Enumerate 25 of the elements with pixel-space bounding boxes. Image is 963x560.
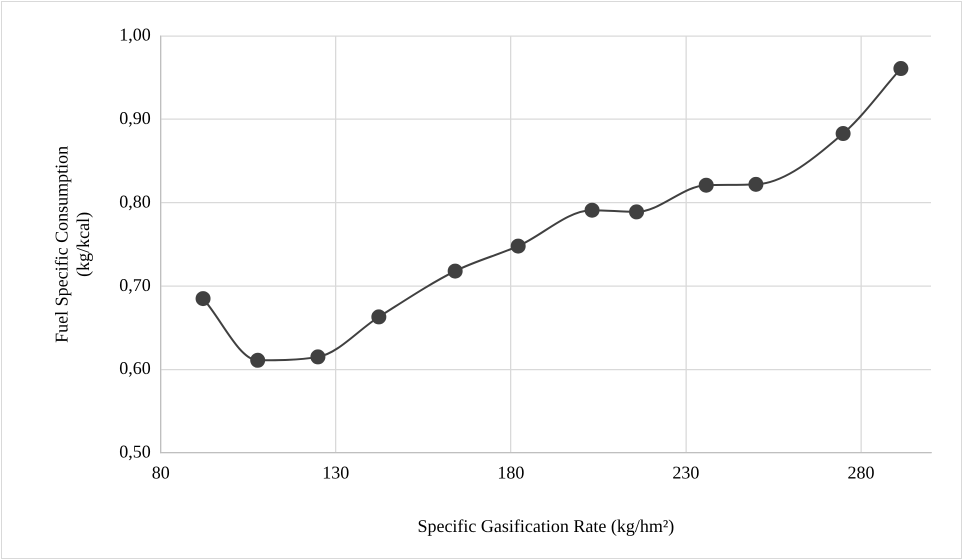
y-tick-label: 0,70 (119, 274, 151, 295)
point (510, 238, 526, 254)
point (893, 61, 908, 76)
x-tick-label: 130 (322, 462, 350, 482)
point (196, 291, 211, 306)
point (629, 204, 644, 220)
point (310, 349, 326, 364)
y-tick-label: 0,60 (119, 358, 151, 378)
x-tick-label: 80 (152, 462, 170, 482)
point (698, 178, 714, 193)
x-tick-label: 230 (672, 462, 700, 482)
y-axis-title: Fuel Specific Consumption (kg/kcal) (52, 146, 94, 343)
y-tick-label: 0,80 (119, 191, 151, 212)
y-tick-label: 0,90 (119, 108, 151, 128)
x-axis-title: Specific Gasification Rate (kg/hm²) (417, 516, 674, 536)
x-tick-label: 280 (847, 462, 874, 482)
point (748, 176, 764, 192)
point (584, 202, 600, 218)
point (836, 126, 851, 142)
point (371, 309, 386, 324)
point (250, 352, 266, 368)
point (448, 264, 463, 279)
x-tick-label: 180 (497, 462, 524, 482)
y-tick-label: 0,50 (119, 442, 151, 462)
y-tick-label: 1,00 (119, 24, 151, 45)
